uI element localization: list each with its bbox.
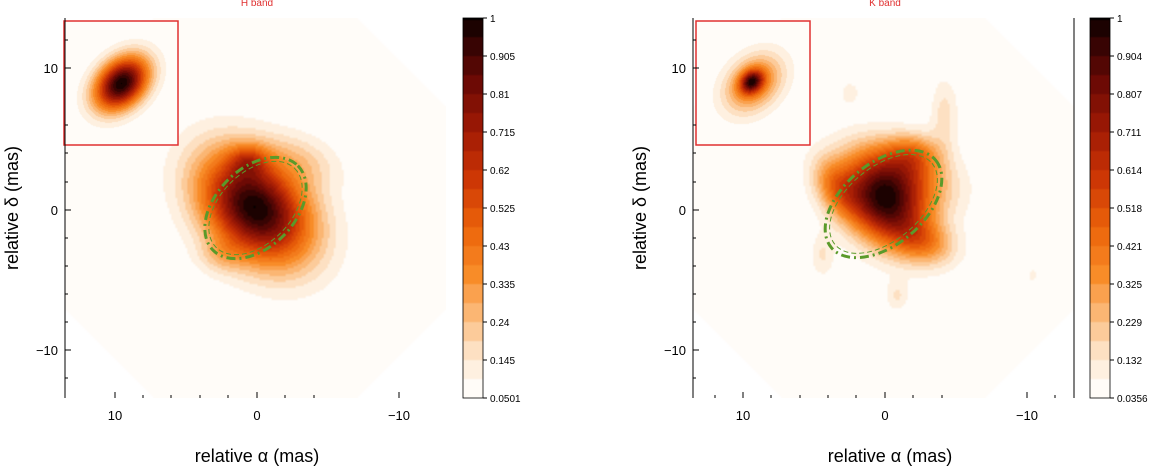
h-band-panel: H band 10	[2, 0, 521, 466]
y-tick-label: 0	[51, 203, 58, 218]
colorbar-tick-label: 0.525	[490, 204, 515, 215]
inset-border	[63, 20, 179, 146]
inset-border	[695, 20, 811, 146]
colorbar-tick-label: 0.807	[1117, 90, 1142, 101]
h-band-inset-image	[64, 21, 178, 145]
y-axis-label: relative δ (mas)	[2, 146, 22, 270]
axes: 10 0 −10 10 0 −10 relative α (mas) relat…	[2, 18, 410, 466]
y-tick-label: −10	[36, 343, 58, 358]
y-tick-label: 0	[679, 203, 686, 218]
x-axis-label: relative α (mas)	[195, 446, 319, 466]
colorbar-tick-label: 0.81	[490, 90, 510, 101]
colorbar-tick-label: 0.518	[1117, 204, 1142, 215]
colorbar-tick-label: 1	[1117, 14, 1123, 25]
colorbar-tick-label: 0.43	[490, 242, 510, 253]
colorbar-tick-label: 0.335	[490, 280, 515, 291]
k-band-panel: K band	[630, 0, 1148, 466]
panel-title: K band	[869, 0, 901, 9]
x-tick-label: 10	[108, 408, 122, 423]
y-axis-label: relative δ (mas)	[630, 146, 650, 270]
colorbar: 1 0.904 0.807 0.711 0.614 0.518 0.421 0.325 0.22…	[1089, 14, 1148, 405]
axes: 10 0 −10 10 0 −10 relative α (mas) relat…	[630, 18, 1056, 466]
k-band-inset-image	[696, 21, 810, 145]
x-tick-label: −10	[1016, 408, 1038, 423]
colorbar-tick-label: 1	[490, 14, 496, 25]
colorbar-tick-label: 0.132	[1117, 356, 1142, 367]
y-tick-label: 10	[44, 61, 58, 76]
colorbar-tick-label: 0.421	[1117, 242, 1142, 253]
colorbar-tick-label: 0.24	[490, 318, 510, 329]
colorbar-tick-label: 0.229	[1117, 318, 1142, 329]
x-tick-label: 10	[736, 408, 750, 423]
fit-ellipse-inner	[208, 160, 303, 256]
colorbar-tick-label: 0.904	[1117, 52, 1142, 63]
panel-title: H band	[241, 0, 273, 9]
y-tick-label: 10	[672, 61, 686, 76]
colorbar-tick-label: 0.715	[490, 128, 515, 139]
colorbar-gradient	[1090, 18, 1110, 398]
x-tick-label: 0	[253, 408, 260, 423]
colorbar-tick-label: 0.711	[1117, 128, 1142, 139]
colorbar: 1 0.905 0.81 0.715 0.62 0.525 0.43 0.335 0.24 0.1…	[462, 14, 521, 405]
x-tick-label: 0	[881, 408, 888, 423]
x-axis-label: relative α (mas)	[828, 446, 952, 466]
colorbar-ticks: 1 0.904 0.807 0.711 0.614 0.518 0.421 0.325 0.22…	[1110, 14, 1148, 405]
colorbar-tick-label: 0.62	[490, 166, 510, 177]
x-tick-label: −10	[388, 408, 410, 423]
colorbar-ticks: 1 0.905 0.81 0.715 0.62 0.525 0.43 0.335 0.24 0.1…	[483, 14, 521, 405]
colorbar-tick-label: 0.905	[490, 52, 515, 63]
colorbar-gradient	[463, 18, 483, 398]
y-tick-label: −10	[664, 343, 686, 358]
colorbar-tick-label: 0.0356	[1117, 394, 1148, 405]
colorbar-tick-label: 0.145	[490, 356, 515, 367]
colorbar-tick-label: 0.325	[1117, 280, 1142, 291]
colorbar-tick-label: 0.0501	[490, 394, 521, 405]
colorbar-tick-label: 0.614	[1117, 166, 1142, 177]
fit-ellipse-outer	[823, 148, 944, 260]
